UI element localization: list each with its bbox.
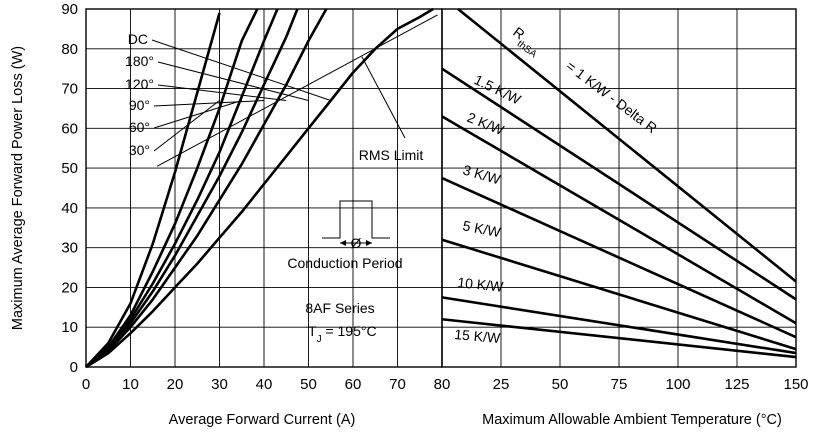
tick-labels: 0 10 20 30 40 50 60 70 80 90 0 10 20 30 40 50 60 70 80 25 50… (61, 1, 808, 393)
leader-line (157, 61, 309, 101)
resistance-label: 1.5 K/W (472, 71, 524, 108)
x-tick-label-left: 40 (256, 376, 273, 393)
x-tick-label-right: 50 (552, 376, 569, 393)
curve-120deg (85, 8, 299, 369)
y-tick-label: 30 (61, 240, 78, 257)
resistance-label: 10 K/W (457, 274, 505, 295)
resistance-label: 5 K/W (461, 217, 502, 240)
y-tick-label: 70 (61, 81, 78, 98)
phi-symbol: Ø (351, 235, 362, 251)
curve-label: 30° (129, 142, 150, 158)
thermal-resistance-line (441, 238, 797, 351)
leader-line (153, 100, 242, 129)
arrowhead-left-icon (340, 240, 346, 246)
curve-dc (85, 7, 434, 369)
x-tick-label-left: 80 (434, 376, 451, 393)
leader-line (157, 84, 287, 101)
y-tick-label: 90 (61, 1, 78, 18)
curve-180deg (85, 8, 328, 369)
x-tick-label-left: 60 (345, 376, 362, 393)
y-tick-label: 50 (61, 160, 78, 177)
curve-label: DC (128, 31, 148, 47)
grid-lines (86, 8, 796, 368)
y-tick-label: 10 (61, 319, 78, 336)
x-tick-label-left: 70 (389, 376, 406, 393)
thermal-resistance-line (441, 296, 797, 355)
resistance-label: = 1 K/W - Delta R (563, 58, 660, 137)
x-tick-label-right: 75 (611, 376, 628, 393)
curve-label: 120° (125, 76, 154, 92)
leader-line (153, 100, 220, 152)
x-tick-label-right: 25 (493, 376, 510, 393)
curve-label: 90° (129, 97, 150, 113)
rms-limit-leader (361, 56, 406, 139)
y-axis-label: Maximum Average Forward Power Loss (W) (10, 46, 26, 330)
curve-90deg (85, 8, 279, 368)
curve-series (85, 7, 797, 369)
curve-label: 60° (129, 119, 150, 135)
thermal-resistance-line (441, 317, 797, 359)
thermal-resistance-line (441, 176, 797, 339)
x-tick-label-left: 0 (82, 376, 90, 393)
curve-30deg (85, 12, 221, 368)
series-name-label: 8AF Series (305, 300, 374, 316)
y-tick-label: 0 (70, 359, 78, 376)
right-plot-frame (441, 8, 797, 368)
curve-60deg (85, 8, 259, 368)
thermal-resistance-line (441, 115, 797, 325)
x-tick-label-left: 30 (211, 376, 228, 393)
x-axis-label-left: Average Forward Current (A) (169, 412, 356, 428)
conduction-pulse-icon (322, 200, 390, 239)
thermal-resistance-line (441, 67, 797, 301)
x-axis-label-right: Maximum Allowable Ambient Temperature (°… (482, 412, 782, 428)
junction-temp-label: TJ = 195°C (308, 323, 377, 345)
x-tick-label-left: 50 (300, 376, 317, 393)
conduction-period-label: Conduction Period (287, 255, 402, 271)
y-tick-label: 80 (61, 41, 78, 58)
leader-line (153, 99, 265, 107)
resistance-label: 3 K/W (461, 162, 503, 188)
y-tick-label: 60 (61, 120, 78, 137)
y-tick-label: 40 (61, 200, 78, 217)
rms-limit-line (157, 14, 438, 167)
y-tick-label: 20 (61, 279, 78, 296)
rms-limit-label: RMS Limit (359, 147, 424, 163)
x-tick-label-right: 125 (724, 376, 749, 393)
curve-label: 180° (125, 53, 154, 69)
leader-line (151, 39, 331, 101)
x-tick-label-right: 150 (783, 376, 808, 393)
x-tick-label-left: 10 (122, 376, 139, 393)
thermal-resistance-line (457, 7, 797, 283)
resistance-label: 15 K/W (454, 326, 502, 346)
arrowhead-right-icon (366, 240, 372, 246)
x-tick-label-right: 100 (665, 376, 690, 393)
x-tick-label-left: 20 (167, 376, 184, 393)
